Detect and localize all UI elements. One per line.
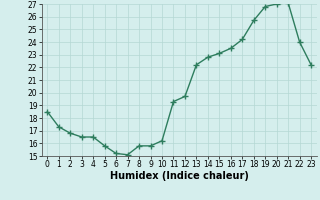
X-axis label: Humidex (Indice chaleur): Humidex (Indice chaleur) <box>110 171 249 181</box>
